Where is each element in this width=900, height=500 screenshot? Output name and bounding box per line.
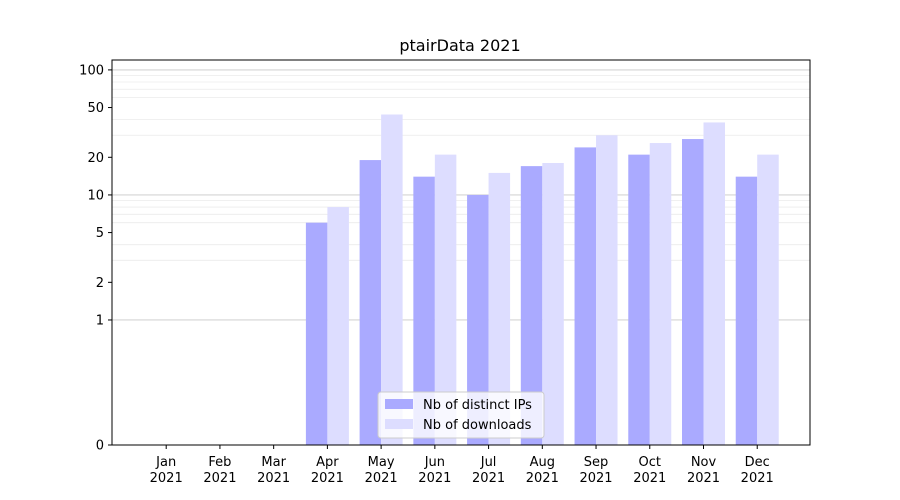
x-tick-label: Mar 2021 [257,455,290,486]
bar-distinct-ips [682,139,704,445]
x-tick-label: Dec 2021 [741,455,774,486]
bar-downloads [381,114,403,445]
y-tick-label: 10 [87,188,104,203]
legend: Nb of distinct IPs Nb of downloads [377,391,545,439]
bar-downloads [596,135,618,445]
legend-box [377,391,545,439]
plot-frame [111,59,811,446]
bar-distinct-ips [735,176,758,445]
legend-label: Nb of distinct IPs [423,398,532,413]
y-axis: 0 1 2 5 10 20 50 100 [79,63,112,454]
y-tick-label: 0 [96,439,104,454]
legend-label: Nb of downloads [423,418,532,433]
bar-downloads [703,122,725,445]
x-axis: Jan 2021 Feb 2021 Mar 2021 Apr 2021 May 2021 Jun 20… [150,445,774,486]
bar-distinct-ips [413,176,435,445]
bars [305,114,779,446]
bar-distinct-ips [628,154,650,446]
x-tick-label: Feb 2021 [203,455,236,486]
bar-distinct-ips [574,147,597,446]
bar-downloads [488,172,511,445]
x-tick-label: Jul 2021 [472,455,505,486]
bar-distinct-ips [359,160,382,445]
x-tick-label: May 2021 [365,455,398,486]
y-tick-label: 2 [96,276,104,291]
x-tick-label: Sep 2021 [579,455,612,486]
y-tick-label: 50 [87,101,104,116]
bar-distinct-ips [520,166,543,445]
y-tick-label: 1 [96,313,104,328]
bar-downloads [434,154,457,446]
y-tick-label: 100 [79,63,104,78]
bar-distinct-ips [305,222,328,445]
bar-downloads [757,154,779,446]
chart-title: ptairData 2021 [399,36,520,55]
x-tick-label: Jun 2021 [418,455,451,486]
bar-downloads [649,143,672,445]
x-tick-label: Aug 2021 [526,455,559,486]
bar-downloads [542,163,564,445]
bar-distinct-ips [467,194,489,445]
legend-swatch [385,399,413,409]
x-tick-label: Apr 2021 [311,455,344,486]
x-tick-label: Oct 2021 [633,455,666,486]
x-tick-label: Jan 2021 [150,455,183,486]
legend-swatch [385,419,413,429]
x-tick-label: Nov 2021 [687,455,720,486]
y-tick-label: 5 [96,226,104,241]
y-tick-label: 20 [87,151,104,166]
bar-downloads [327,207,349,445]
